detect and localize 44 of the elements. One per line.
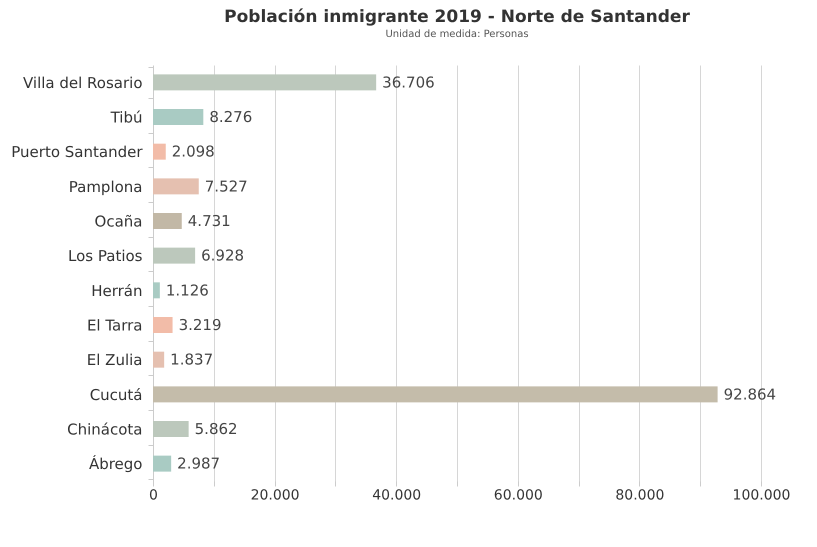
- bar: [153, 178, 199, 194]
- bar: [153, 317, 173, 333]
- data-label: 8.276: [209, 108, 252, 126]
- x-tick-label: 60.000: [494, 488, 543, 504]
- data-label: 36.706: [382, 73, 435, 92]
- y-tick-label: Ábrego: [88, 455, 142, 474]
- data-label: 2.987: [177, 454, 220, 473]
- bar: [153, 248, 196, 264]
- x-tick-label: 100.000: [732, 488, 790, 504]
- y-tick-label: El Zulia: [86, 351, 142, 370]
- y-tick-label: Ocaña: [94, 212, 142, 230]
- chart-subtitle: Unidad de medida: Personas: [385, 29, 529, 40]
- y-tick-label: Chinácota: [67, 420, 142, 438]
- bar: [153, 352, 164, 368]
- data-label: 7.527: [204, 177, 248, 196]
- chart-title: Población inmigrante 2019 - Norte de Santander: [224, 7, 690, 27]
- bar: [153, 421, 189, 437]
- x-tick-label: 20.000: [250, 488, 300, 504]
- bar: [153, 282, 160, 298]
- y-tick-label: Villa del Rosario: [22, 74, 142, 92]
- data-label: 1.126: [166, 281, 209, 300]
- data-label: 1.837: [170, 350, 214, 369]
- bar: [153, 386, 718, 402]
- y-tick-label: Puerto Santander: [11, 143, 144, 162]
- y-tick-label: El Tarra: [86, 316, 142, 334]
- bar: [153, 456, 172, 472]
- bar: [153, 74, 376, 90]
- bar: [153, 213, 182, 229]
- y-tick-label: Cucutá: [90, 386, 142, 404]
- y-tick-label: Los Patios: [68, 247, 143, 266]
- y-tick-label: Herrán: [91, 282, 142, 300]
- data-label: 3.219: [178, 316, 222, 334]
- bar: [153, 109, 204, 125]
- data-label: 2.098: [172, 142, 215, 161]
- data-label: 92.864: [724, 385, 776, 404]
- bar: [153, 144, 166, 160]
- x-tick-label: 0: [149, 488, 158, 504]
- data-label: 6.928: [201, 246, 244, 265]
- y-tick-label: Tibú: [110, 108, 142, 126]
- data-label: 5.862: [194, 420, 238, 438]
- x-tick-label: 80.000: [615, 488, 664, 504]
- y-tick-label: Pamplona: [68, 178, 142, 196]
- x-tick-label: 40.000: [372, 488, 422, 504]
- data-label: 4.731: [188, 212, 231, 230]
